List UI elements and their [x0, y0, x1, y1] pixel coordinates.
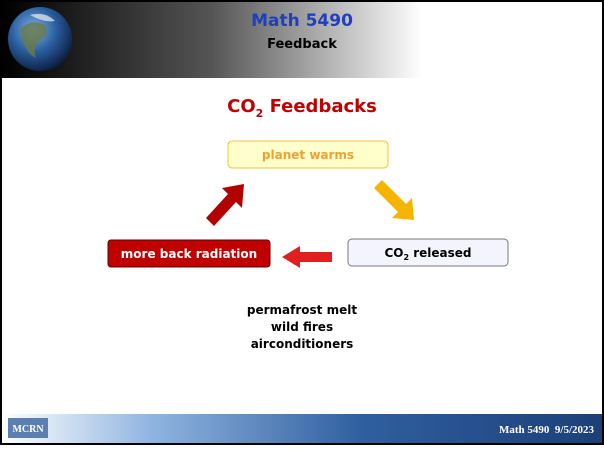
node-label: more back radiation [121, 247, 257, 261]
footer-text: Math 5490 9/5/2023 [499, 424, 595, 436]
node-label: CO2 released [384, 246, 471, 262]
page: Math 5490 Feedback CO2 Feedbacks planet … [0, 0, 604, 445]
cause: wild fires [271, 320, 333, 334]
slide-title: CO2 Feedbacks [227, 96, 377, 120]
header-subtitle: Feedback [267, 37, 337, 52]
cause: permafrost melt [247, 303, 357, 317]
node-label: planet warms [262, 148, 354, 162]
cause: airconditioners [251, 337, 354, 351]
header-title: Math 5490 [251, 11, 353, 31]
footer-logo: MCRN [12, 424, 44, 435]
slide: Math 5490 Feedback CO2 Feedbacks planet … [0, 0, 604, 445]
